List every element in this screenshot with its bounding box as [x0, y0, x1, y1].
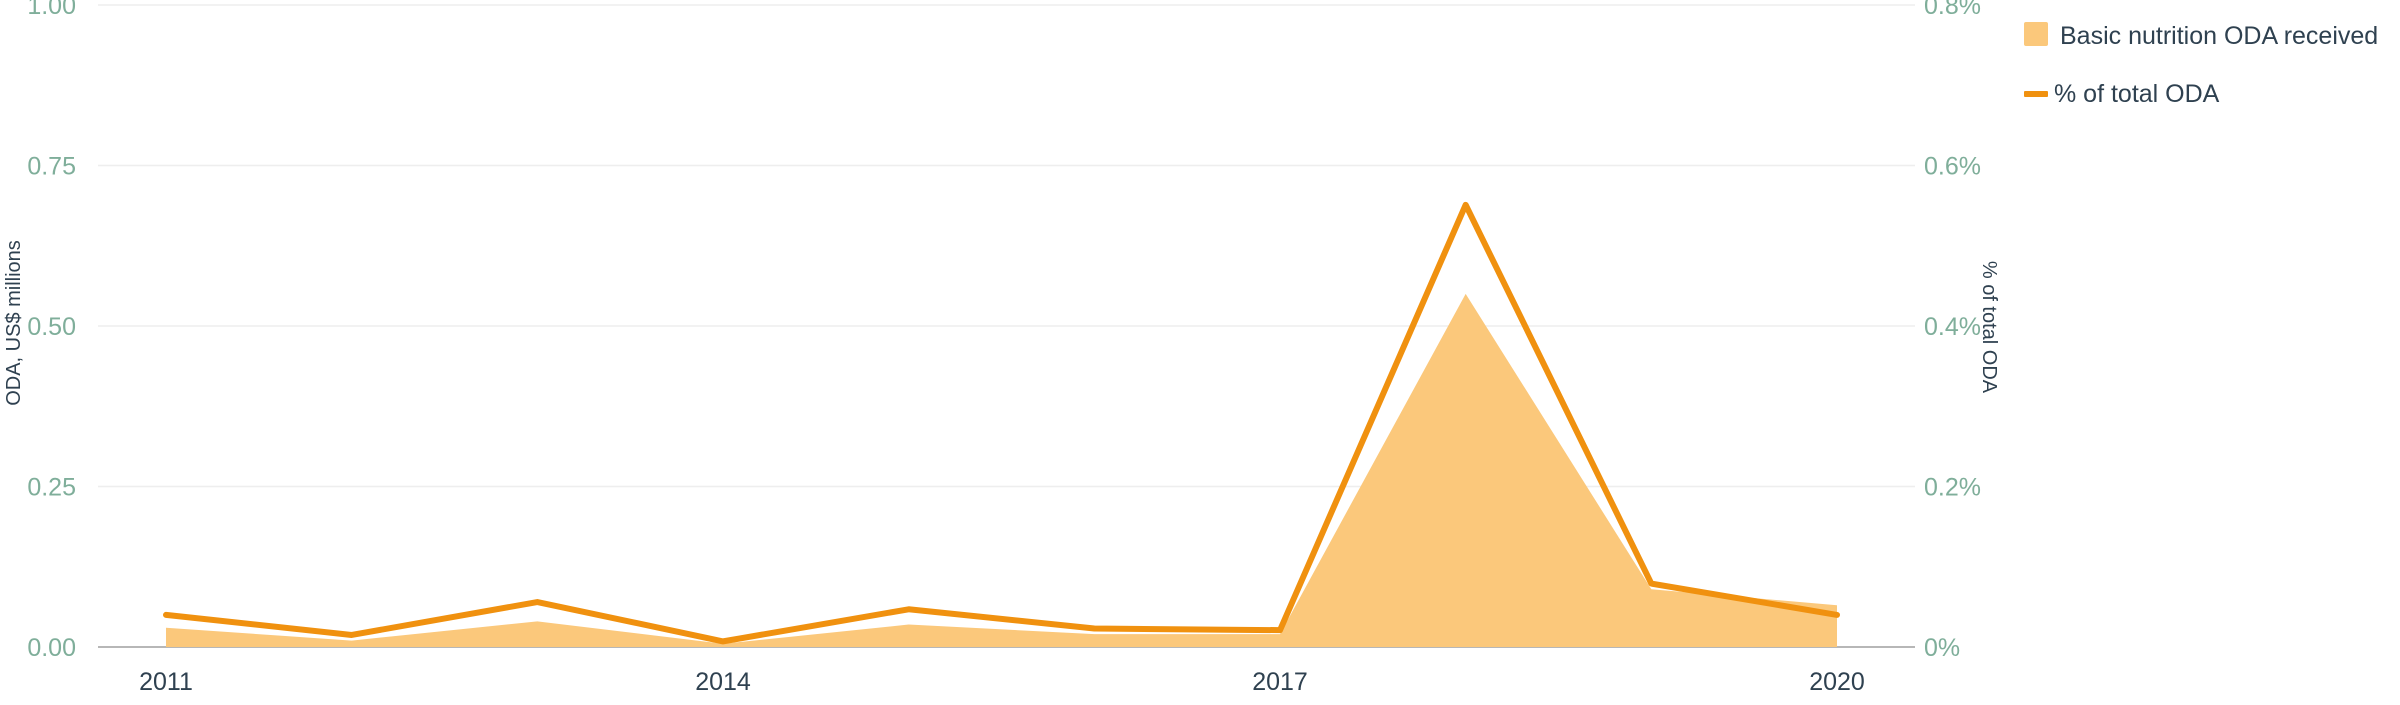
area-series-basic-nutrition-oda	[166, 293, 1837, 647]
left-tick-label: 0.50	[27, 313, 76, 341]
right-tick-label: 0.6%	[1924, 153, 1981, 181]
x-axis-ticks: 2011 2014 2017 2020	[139, 668, 1865, 696]
x-tick-label: 2017	[1252, 668, 1308, 696]
right-tick-label: 0.4%	[1924, 313, 1981, 341]
left-axis-title: ODA, US$ millions	[3, 240, 25, 406]
legend-item-area[interactable]: Basic nutrition ODA received	[2024, 22, 2378, 50]
right-axis-title: % of total ODA	[1978, 261, 2000, 394]
x-tick-label: 2014	[695, 668, 751, 696]
right-tick-label: 0.8%	[1924, 0, 1981, 20]
legend-swatch-area	[2024, 22, 2048, 46]
x-tick-label: 2020	[1809, 668, 1865, 696]
right-tick-label: 0.2%	[1924, 474, 1981, 502]
line-series-group	[163, 201, 1840, 645]
legend-label-line: % of total ODA	[2054, 80, 2220, 108]
left-tick-label: 1.00	[27, 0, 76, 20]
left-tick-label: 0.75	[27, 153, 76, 181]
left-axis-ticks: 0.00 0.25 0.50 0.75 1.00	[27, 0, 76, 662]
legend-swatch-line	[2024, 91, 2048, 97]
x-tick-label: 2011	[139, 668, 193, 696]
left-tick-label: 0.25	[27, 474, 76, 502]
left-tick-label: 0.00	[27, 634, 76, 662]
area-series-group	[166, 293, 1837, 647]
legend-label-area: Basic nutrition ODA received	[2060, 22, 2378, 50]
right-axis-ticks: 0% 0.2% 0.4% 0.6% 0.8%	[1924, 0, 1981, 662]
right-tick-label: 0%	[1924, 634, 1960, 662]
gridlines	[98, 4, 1915, 648]
line-series-percent-total-oda	[163, 201, 1840, 645]
legend: Basic nutrition ODA received % of total …	[2024, 22, 2378, 108]
legend-item-line[interactable]: % of total ODA	[2024, 80, 2220, 108]
